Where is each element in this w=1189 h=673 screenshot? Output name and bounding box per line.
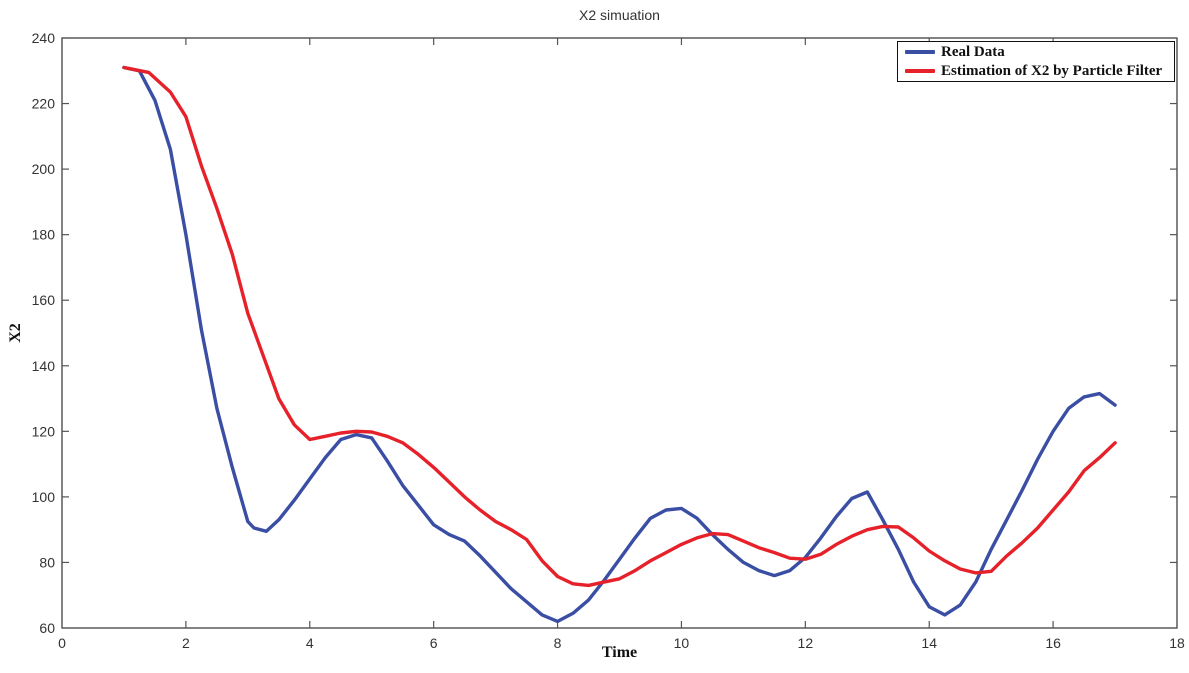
x-tick-label: 6 (430, 635, 438, 651)
x-tick-label: 8 (554, 635, 562, 651)
x-tick-label: 0 (58, 635, 66, 651)
y-tick-label: 80 (39, 554, 55, 570)
legend-item-estimation: Estimation of X2 by Particle Filter (905, 62, 1174, 81)
x-tick-label: 16 (1045, 635, 1061, 651)
y-tick-label: 200 (32, 161, 56, 177)
y-tick-label: 100 (32, 489, 56, 505)
legend-label-real-data: Real Data (941, 43, 1005, 60)
y-tick-label: 220 (32, 96, 56, 112)
series-line-estimation-of-x2-by-particle-filter (122, 65, 1117, 588)
x-tick-label: 14 (921, 635, 937, 651)
legend-line-sample-real-data (905, 50, 935, 54)
y-tick-label: 60 (39, 620, 55, 636)
y-tick-label: 240 (32, 30, 56, 46)
x-tick-label: 10 (674, 635, 690, 651)
axis-box (61, 37, 1178, 629)
x-tick-label: 18 (1169, 635, 1185, 651)
x-tick-label: 4 (306, 635, 314, 651)
legend-line-sample-estimation (905, 69, 935, 73)
y-tick-label: 180 (32, 227, 56, 243)
y-tick-label: 160 (32, 292, 56, 308)
y-axis-label: X2 (7, 323, 24, 343)
x-axis-label: Time (601, 644, 638, 661)
y-tick-label: 120 (32, 423, 56, 439)
legend-label-estimation: Estimation of X2 by Particle Filter (941, 62, 1163, 79)
x-tick-label: 12 (798, 635, 814, 651)
x-tick-label: 2 (182, 635, 190, 651)
y-tick-label: 140 (32, 358, 56, 374)
series-line-real-data (122, 65, 1117, 624)
chart-title: X2 simuation (579, 7, 660, 23)
legend-item-real-data: Real Data (905, 43, 1174, 62)
legend: Real Data Estimation of X2 by Particle F… (897, 41, 1175, 82)
